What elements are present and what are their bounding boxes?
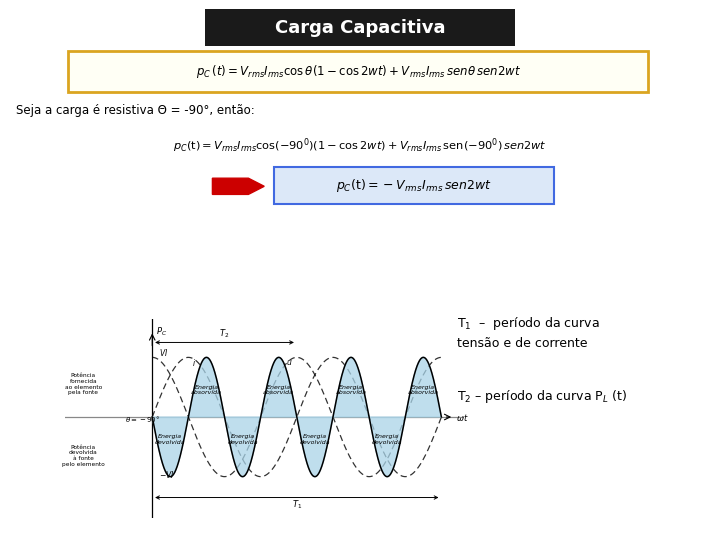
FancyBboxPatch shape (205, 9, 515, 46)
Text: T$_2$ – período da curva P$_L$ (t): T$_2$ – período da curva P$_L$ (t) (457, 388, 628, 406)
FancyArrow shape (212, 178, 264, 194)
Text: $p_C(\mathrm{t})= -V_{rms}I_{rms}\,sen2wt$: $p_C(\mathrm{t})= -V_{rms}I_{rms}\,sen2w… (336, 177, 492, 194)
Text: Energia
absorvida: Energia absorvida (264, 384, 294, 395)
Text: T$_1$  –  período da curva
tensão e de corrente: T$_1$ – período da curva tensão e de cor… (457, 315, 600, 349)
Text: Potência
fornecida
ao elemento
pela fonte: Potência fornecida ao elemento pela font… (65, 373, 102, 395)
FancyBboxPatch shape (68, 51, 648, 92)
Text: Seja a carga é resistiva Θ = -90°, então:: Seja a carga é resistiva Θ = -90°, então… (16, 104, 255, 117)
Text: $\theta=-90°$: $\theta=-90°$ (125, 414, 160, 424)
Text: Energia
absorvida: Energia absorvida (336, 384, 366, 395)
Text: $\omega t$: $\omega t$ (456, 411, 469, 422)
Text: Energia
absorvida: Energia absorvida (191, 384, 222, 395)
Text: Energia
devolvida: Energia devolvida (372, 434, 402, 445)
Text: Carga Capacitiva: Carga Capacitiva (275, 18, 445, 37)
Text: $p_C(\mathrm{t})= V_{rms}I_{rms}\cos(-90^0)(1 - \cos 2wt) + V_{rms}I_{rms}\,\mat: $p_C(\mathrm{t})= V_{rms}I_{rms}\cos(-90… (173, 137, 547, 155)
FancyBboxPatch shape (274, 167, 554, 204)
Text: $p_C\,(t)= V_{rms}I_{rms}\cos\theta(1 - \cos 2wt) + V_{rms}I_{rms}\,sen\theta\,s: $p_C\,(t)= V_{rms}I_{rms}\cos\theta(1 - … (196, 63, 521, 80)
Text: $VI$: $VI$ (159, 347, 168, 358)
Text: $u$: $u$ (286, 357, 292, 367)
Text: Potência
devolvida
à fonte
pelo elemento: Potência devolvida à fonte pelo elemento (62, 444, 104, 467)
Text: $T_1$: $T_1$ (292, 498, 302, 511)
Text: Energia
devolvida: Energia devolvida (300, 434, 330, 445)
Text: $i$: $i$ (192, 357, 196, 368)
Text: $P_C$: $P_C$ (156, 326, 167, 338)
Text: $T_2$: $T_2$ (220, 327, 230, 340)
Text: $-VI$: $-VI$ (159, 469, 175, 480)
Text: Energia
devolvida: Energia devolvida (228, 434, 258, 445)
Text: Energia
devolvida: Energia devolvida (155, 434, 186, 445)
Text: Energia
absorvida: Energia absorvida (408, 384, 438, 395)
